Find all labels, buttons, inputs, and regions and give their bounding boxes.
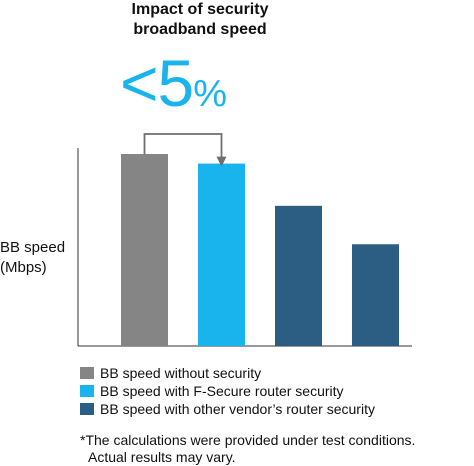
title-line-1: Impact of security	[131, 1, 269, 18]
legend-item-other-vendor: BB speed with other vendor’s router secu…	[80, 400, 375, 418]
title-line-2: broadband speed	[133, 21, 267, 38]
legend: BB speed without security BB speed with …	[80, 364, 375, 418]
legend-label: BB speed with other vendor’s router secu…	[100, 401, 375, 417]
bar-1	[121, 154, 168, 346]
headline-percentage: <5%	[120, 50, 227, 116]
y-axis-label-line-2: (Mbps)	[0, 259, 47, 276]
headline-unit: %	[193, 73, 228, 115]
legend-item-no-security: BB speed without security	[80, 364, 375, 382]
bars-group	[121, 154, 399, 346]
legend-swatch-dark-blue	[80, 403, 94, 415]
headline-value: <5	[120, 46, 194, 120]
legend-swatch-gray	[80, 367, 94, 379]
footnote: *The calculations were provided under te…	[80, 432, 415, 466]
footnote-line-2: Actual results may vary.	[88, 449, 236, 465]
comparison-arrow	[143, 133, 227, 167]
legend-swatch-blue	[80, 385, 94, 397]
bar-2	[198, 163, 245, 346]
y-axis-label-line-1: BB speed	[0, 239, 66, 256]
legend-label: BB speed without security	[100, 365, 262, 381]
y-axis-label: BB speed (Mbps)	[0, 238, 65, 278]
legend-label: BB speed with F-Secure router security	[100, 383, 344, 399]
bar-4	[352, 244, 399, 346]
chart-title: Impact of security broadband speed	[70, 0, 330, 40]
footnote-line-1: *The calculations were provided under te…	[80, 432, 416, 448]
bar-3	[275, 205, 322, 346]
legend-item-fsecure: BB speed with F-Secure router security	[80, 382, 375, 400]
